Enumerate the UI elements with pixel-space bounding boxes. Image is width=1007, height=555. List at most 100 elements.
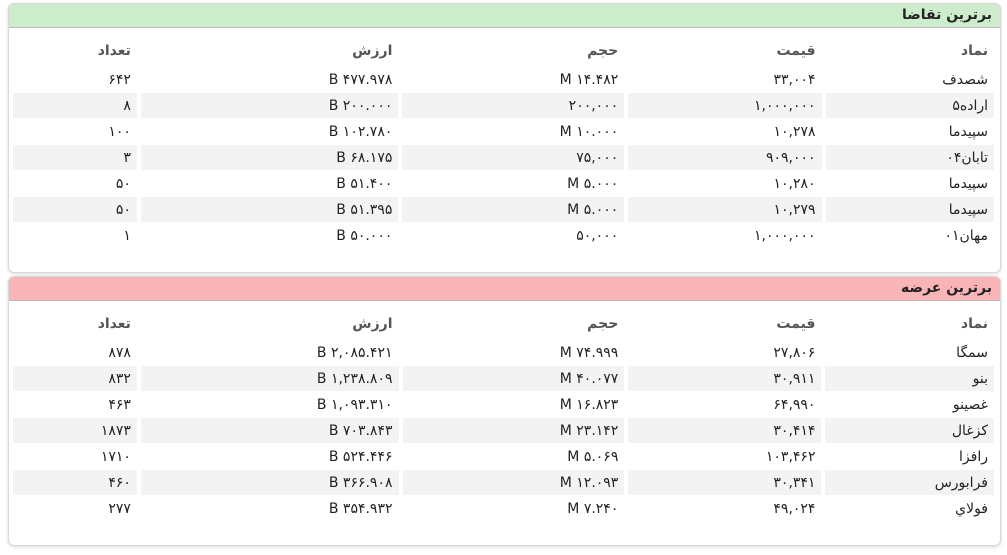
column-header: ارزش xyxy=(352,43,393,59)
table-cell: ۷۴.۹۹۹ M xyxy=(559,344,619,361)
table-row: سمگا ۲۷,۸۰۶ ۷۴.۹۹۹ M ۲,۰۸۵.۴۲۱ B ۸۷۸ xyxy=(13,340,994,365)
table-cell: ۹۰۹,۰۰۰ xyxy=(628,145,822,170)
table-cell: ۲۷۷ xyxy=(108,500,131,517)
table-row: شصدف ۳۳,۰۰۴ ۱۴.۴۸۲ M ۴۷۷.۹۷۸ B ۶۴۲ xyxy=(13,67,994,92)
table-cell: ۵.۰۶۹ M xyxy=(567,448,619,465)
table-cell: ۷.۲۴۰ M xyxy=(567,500,619,517)
header-row: نماد قیمت حجم ارزش تعداد xyxy=(13,309,994,339)
column-header: حجم xyxy=(587,316,619,332)
table-cell: ۲۰۰.۰۰۰ B xyxy=(140,93,399,118)
table-cell: ۳ xyxy=(13,145,137,170)
panel-title: برترین عرضه xyxy=(9,277,1000,301)
table-cell: ۴۷۷.۹۷۸ B xyxy=(328,71,393,88)
table-cell: ۳۰,۳۴۱ xyxy=(628,470,822,495)
table-cell: ۱,۰۰۰,۰۰۰ xyxy=(628,93,822,118)
table-cell: سپیدما xyxy=(948,175,988,192)
table-cell: رافزا xyxy=(959,448,988,465)
table-cell: فولاي xyxy=(955,500,988,517)
demand-panel: برترین تقاضا نماد قیمت حجم ارزش تعداد شصدف ۳۳,… xyxy=(8,3,1001,273)
table-row: غصینو ۶۴,۹۹۰ ۱۶.۸۲۳ M ۱,۰۹۳.۳۱۰ B ۴۶۳ xyxy=(13,392,994,417)
table-cell: ۲۷,۸۰۶ xyxy=(773,344,816,361)
table-cell: ۱۰۰ xyxy=(108,123,131,140)
column-header: حجم xyxy=(587,43,619,59)
table-cell: غصینو xyxy=(952,396,988,413)
table-cell: ۱۲.۰۹۳ M xyxy=(402,470,625,495)
table-cell: ۳۳,۰۰۴ xyxy=(773,71,816,88)
table-cell: مهان۰۱ xyxy=(944,227,988,244)
table-row: بنو ۳۰,۹۱۱ ۴۰.۰۷۷ M ۱,۲۳۸.۸۰۹ B ۸۳۲ xyxy=(13,366,994,391)
table-cell: ۱۴.۴۸۲ M xyxy=(559,71,619,88)
table-cell: ۴۶۳ xyxy=(108,396,131,413)
table-cell: فرابورس xyxy=(825,470,994,495)
table-cell: ۳۶۶.۹۰۸ B xyxy=(140,470,399,495)
table-cell: ۷۰۳.۸۴۳ B xyxy=(140,418,399,443)
table-cell: ۵۱.۴۰۰ B xyxy=(336,175,393,192)
table-cell: اراده۵ xyxy=(825,93,994,118)
table-cell: ۱۰,۲۷۹ xyxy=(628,197,822,222)
table-cell: ۵۰ xyxy=(13,197,137,222)
table-cell: ۴۹,۰۲۴ xyxy=(773,500,816,517)
table-cell: ۱۰,۲۷۸ xyxy=(773,123,816,140)
table-cell: سمگا xyxy=(956,344,988,361)
table-cell: ۲۳.۱۴۲ M xyxy=(402,418,625,443)
table-cell: ۶۴۲ xyxy=(108,71,131,88)
table-cell: ۳۰,۴۱۴ xyxy=(628,418,822,443)
table-cell: ۱۷۱۰ xyxy=(100,448,131,465)
column-header: قیمت xyxy=(776,43,816,59)
table-cell: ۱ xyxy=(123,227,131,244)
table-cell: ۵.۰۰۰ M xyxy=(567,175,619,192)
table-cell: بنو xyxy=(825,366,994,391)
table-row: فرابورس ۳۰,۳۴۱ ۱۲.۰۹۳ M ۳۶۶.۹۰۸ B ۴۶۰ xyxy=(13,470,994,495)
table-cell: ۱۰,۲۸۰ xyxy=(773,175,816,192)
header-row: نماد قیمت حجم ارزش تعداد xyxy=(13,36,994,66)
table-cell: ۱,۰۹۳.۳۱۰ B xyxy=(316,396,393,413)
supply-table: نماد قیمت حجم ارزش تعداد سمگا ۲۷,۸۰۶ ۷۴.۹۹۹ M ۲,… xyxy=(9,308,998,522)
table-cell: ۳۵۴.۹۳۲ B xyxy=(328,500,393,517)
table-cell: ۶۸.۱۷۵ B xyxy=(140,145,399,170)
table-cell: ۴۰.۰۷۷ M xyxy=(402,366,625,391)
table-cell: ۱۶.۸۲۳ M xyxy=(559,396,619,413)
table-cell: ۳۰,۹۱۱ xyxy=(628,366,822,391)
table-cell: ۸۷۸ xyxy=(108,344,131,361)
demand-table: نماد قیمت حجم ارزش تعداد شصدف ۳۳,۰۰۴ ۱۴.۴۸۲ M ۴۷… xyxy=(9,35,998,249)
table-cell: سپیدما xyxy=(825,197,994,222)
column-header: نماد xyxy=(960,316,988,332)
table-cell: ۵۱.۳۹۵ B xyxy=(140,197,399,222)
table-row: رافزا ۱۰۳,۴۶۲ ۵.۰۶۹ M ۵۲۴.۴۴۶ B ۱۷۱۰ xyxy=(13,444,994,469)
column-header: تعداد xyxy=(97,43,131,59)
table-cell: ۵۰ xyxy=(115,175,131,192)
table-row: فولاي ۴۹,۰۲۴ ۷.۲۴۰ M ۳۵۴.۹۳۲ B ۲۷۷ xyxy=(13,496,994,521)
column-header: نماد xyxy=(960,43,988,59)
supply-panel: برترین عرضه نماد قیمت حجم ارزش تعداد سمگا ۲۷,۸… xyxy=(8,276,1001,546)
table-row: سپیدما ۱۰,۲۷۹ ۵.۰۰۰ M ۵۱.۳۹۵ B ۵۰ xyxy=(13,197,994,222)
table-cell: ۵۲۴.۴۴۶ B xyxy=(328,448,393,465)
table-cell: ۲۰۰,۰۰۰ xyxy=(402,93,625,118)
table-row: سپیدما ۱۰,۲۸۰ ۵.۰۰۰ M ۵۱.۴۰۰ B ۵۰ xyxy=(13,171,994,196)
table-cell: ۶۴,۹۹۰ xyxy=(773,396,816,413)
table-cell: ۵۰,۰۰۰ xyxy=(576,227,619,244)
table-cell: ۱,۲۳۸.۸۰۹ B xyxy=(140,366,399,391)
column-header: ارزش xyxy=(352,316,393,332)
table-cell: ۵.۰۰۰ M xyxy=(402,197,625,222)
table-cell: ۸ xyxy=(13,93,137,118)
table-row: سپیدما ۱۰,۲۷۸ ۱۰.۰۰۰ M ۱۰۲.۷۸۰ B ۱۰۰ xyxy=(13,119,994,144)
table-cell: ۲,۰۸۵.۴۲۱ B xyxy=(316,344,393,361)
table-cell: ۱۸۷۳ xyxy=(13,418,137,443)
table-cell: ۸۳۲ xyxy=(13,366,137,391)
table-cell: ۵۰.۰۰۰ B xyxy=(336,227,393,244)
panel-title: برترین تقاضا xyxy=(9,4,1000,28)
table-cell: شصدف xyxy=(942,71,988,88)
table-cell: ۱۰.۰۰۰ M xyxy=(559,123,619,140)
table-cell: تابان۰۴ xyxy=(825,145,994,170)
column-header: قیمت xyxy=(776,316,816,332)
table-cell: ۷۵,۰۰۰ xyxy=(402,145,625,170)
table-cell: کزغال xyxy=(825,418,994,443)
column-header: تعداد xyxy=(97,316,131,332)
table-row: مهان۰۱ ۱,۰۰۰,۰۰۰ ۵۰,۰۰۰ ۵۰.۰۰۰ B ۱ xyxy=(13,223,994,248)
table-cell: سپیدما xyxy=(948,123,988,140)
table-cell: ۱۰۳,۴۶۲ xyxy=(765,448,816,465)
table-cell: ۱۰۲.۷۸۰ B xyxy=(328,123,393,140)
